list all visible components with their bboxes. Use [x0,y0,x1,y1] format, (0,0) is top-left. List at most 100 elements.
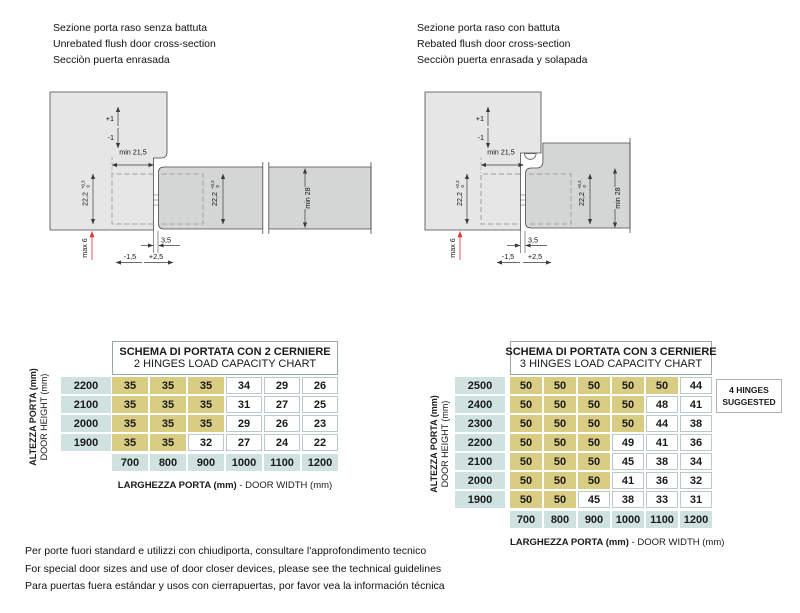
capacity-cell: 22 [302,434,338,451]
tolerance-top-label: +0,3 [80,180,85,189]
unrebated-door-diagram: +1 -1 min 21,5 22,2 +0,3 0 [40,90,385,278]
caption-line-en: Unrebated flush door cross-section [53,38,216,50]
capacity-cell: 50 [544,434,576,451]
capacity-cell: 50 [578,396,610,413]
capacity-cell: 35 [150,434,186,451]
tolerance-bottom-label: 0 [460,185,465,188]
hinge-recess-door-dashed [529,173,572,225]
footnotes: Per porte fuori standard e utilizzi con … [25,543,445,596]
minus1-label: -1 [108,133,114,142]
capacity-cell: 23 [302,415,338,432]
cup-height-label: 22,2 [81,192,90,206]
capacity-cell: 50 [578,472,610,489]
capacity-cell: 34 [226,377,262,394]
door-height-cell: 2100 [61,396,111,413]
capacity-cell: 27 [264,396,300,413]
door-width-cell: 800 [150,454,186,471]
door-width-cell: 1200 [302,454,338,471]
capacity-cell: 44 [646,415,678,432]
capacity-cell: 41 [612,472,644,489]
capacity-cell: 38 [646,453,678,470]
capacity-cell: 32 [188,434,224,451]
capacity-cell: 48 [646,396,678,413]
capacity-cell: 41 [646,434,678,451]
capacity-cell: 50 [510,453,542,470]
capacity-cell: 50 [510,491,542,508]
capacity-cell: 50 [510,434,542,451]
caption-line-it: Sezione porta raso senza battuta [53,22,208,34]
door-width-cell: 700 [112,454,148,471]
minus-1-5-label: -1,5 [502,252,514,261]
footnote-en: For special door sizes and use of door c… [25,562,442,575]
door-width-cell: 1200 [680,511,712,528]
capacity-grid: 35 35 35 34 29 26 35 35 35 31 27 25 35 3… [112,377,338,451]
capacity-cell: 27 [226,434,262,451]
table-title-en: 3 HINGES LOAD CAPACITY CHART [519,358,703,370]
width-label-en: - DOOR WIDTH (mm) [628,537,725,548]
capacity-cell: 35 [150,415,186,432]
door-width-cell: 800 [544,511,576,528]
gap-3-5-label: 3,5 [161,236,171,245]
hinge-recess-door-dashed [161,173,204,225]
axis-label-it: ALTEZZA PORTA (mm) [28,368,38,466]
capacity-cell: 50 [544,472,576,489]
dim-lateral-adjustment: -1,5 +2,5 [496,252,552,265]
capacity-cell: 35 [112,396,148,413]
caption-line-it: Sezione porta raso con battuta [417,22,561,34]
cup-height-label: 22,2 [577,192,586,206]
gap-3-5-label: 3,5 [528,236,538,245]
dim-hinge-gap: 3,5 [141,230,180,253]
capacity-cell: 24 [264,434,300,451]
max-6-label: max 6 [80,238,89,258]
width-label-it: LARGHEZZA PORTA (mm) [117,480,237,491]
table-title: SCHEMA DI PORTATA CON 2 CERNIERE 2 HINGE… [112,341,338,375]
capacity-cell: 50 [510,415,542,432]
capacity-cell: 50 [578,453,610,470]
door-height-cell: 2100 [455,453,505,470]
capacity-cell: 33 [646,491,678,508]
frame-jamb-shape [49,91,168,231]
door-height-cell: 2300 [455,415,505,432]
capacity-cell: 45 [612,453,644,470]
door-height-axis-label: ALTEZZA PORTA (mm) DOOR HEIGHT (mm) [429,369,451,519]
table-title: SCHEMA DI PORTATA CON 3 CERNIERE 3 HINGE… [505,341,717,375]
door-width-row: 700 800 900 1000 1100 1200 [112,454,338,471]
door-width-cell: 1000 [226,454,262,471]
door-width-cell: 1000 [612,511,644,528]
door-panel-shape [525,142,631,229]
caption-line-es: Secciòn puerta enrasada [53,54,170,66]
footnote-it: Per porte fuori standard e utilizzi con … [25,545,427,557]
door-height-cell: 2400 [455,396,505,413]
door-width-cell: 900 [188,454,224,471]
capacity-cell: 38 [612,491,644,508]
rebated-door-svg: +1 -1 min 21,5 22,2 +0,3 0 [424,91,631,265]
tolerance-top-label: +0,3 [455,180,460,189]
dim-cup-height-door: 22,2 +0,3 0 [210,173,226,225]
door-height-cell: 2000 [455,472,505,489]
capacity-cell: 50 [544,415,576,432]
tolerance-bottom-label: 0 [215,185,220,188]
hinge-knuckle-ticks [520,194,526,206]
tolerance-top-label: +0,3 [210,180,215,189]
capacity-cell: 45 [578,491,610,508]
capacity-cell: 26 [302,377,338,394]
plus1-label: +1 [106,114,114,123]
capacity-cell: 50 [612,415,644,432]
capacity-cell: 35 [188,396,224,413]
dim-lateral-adjustment: -1,5 +2,5 [115,252,174,265]
tolerance-bottom-label: 0 [582,185,587,188]
frame-jamb-shape [424,91,542,231]
cup-height-label: 22,2 [455,192,464,206]
plus-2-5-label: +2,5 [149,252,163,261]
door-height-cell: 1900 [61,434,111,451]
capacity-cell: 50 [578,377,610,394]
door-height-cell: 2000 [61,415,111,432]
table-main: SCHEMA DI PORTATA CON 3 CERNIERE 3 HINGE… [505,341,725,548]
capacity-cell: 50 [578,434,610,451]
cup-height-label: 22,2 [210,192,219,206]
axis-label-en: DOOR HEIGHT (mm) [440,400,450,488]
min-21-5-label: min 21,5 [119,148,147,157]
door-width-row: 700 800 900 1000 1100 1200 [510,511,724,528]
capacity-cell: 36 [646,472,678,489]
rebated-door-diagram: +1 -1 min 21,5 22,2 +0,3 0 [420,90,765,278]
